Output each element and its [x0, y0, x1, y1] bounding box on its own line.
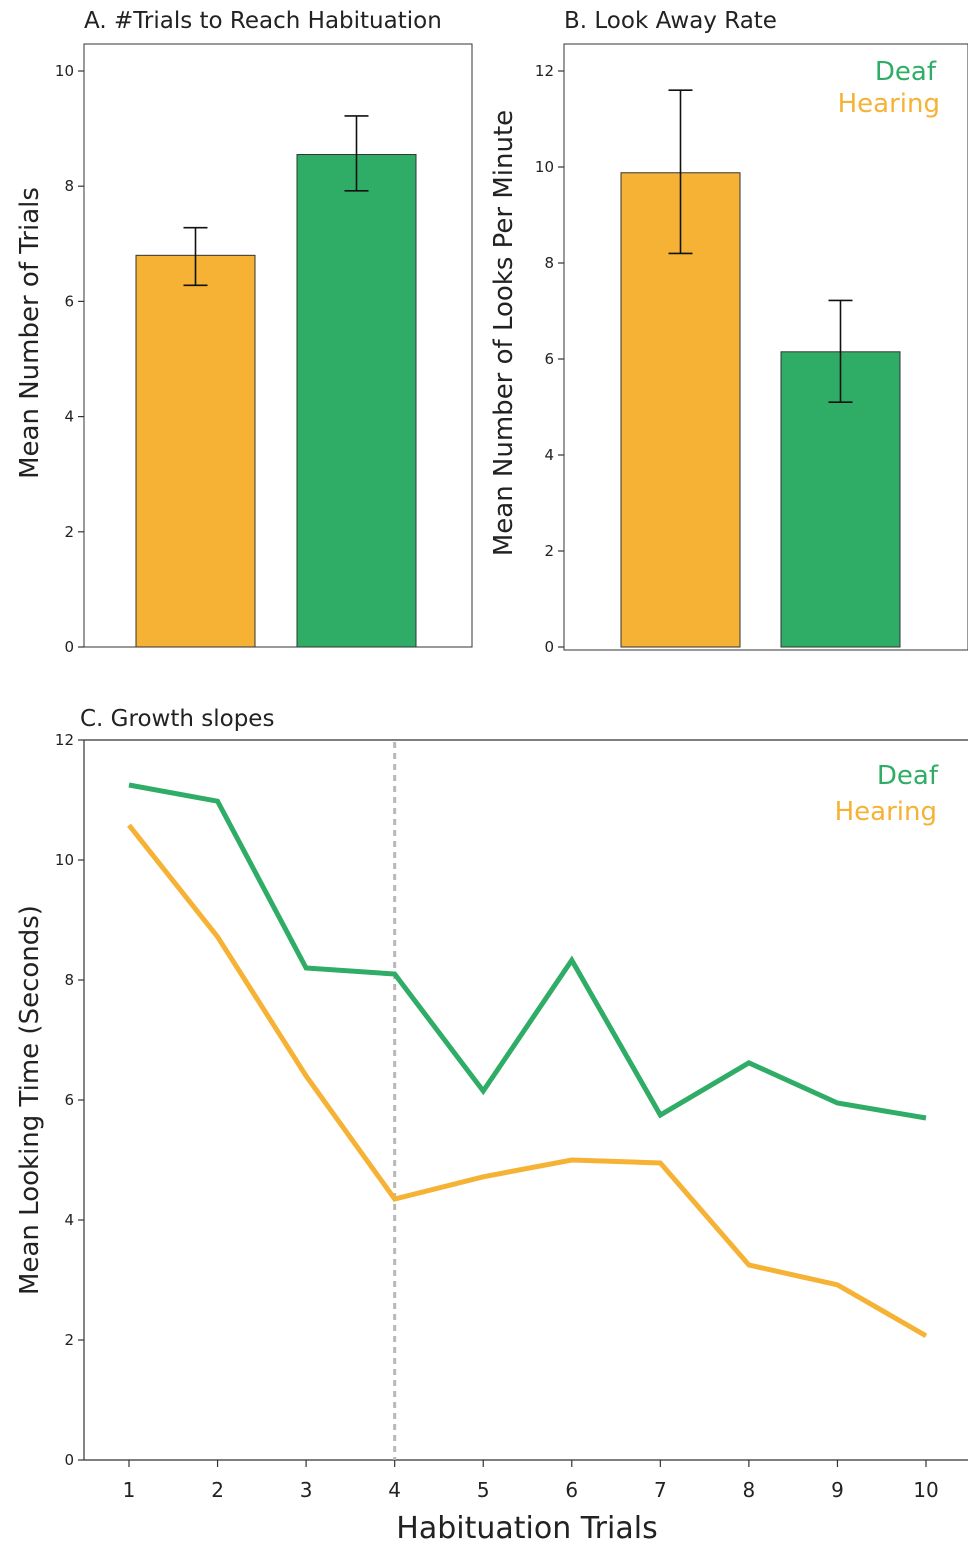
- panel-c-title: C. Growth slopes: [80, 706, 274, 732]
- panel-c-xtick-label: 2: [211, 1478, 224, 1502]
- panel-c-ytick-label: 12: [55, 731, 74, 749]
- panel-c-series-deaf: [128, 782, 927, 1121]
- panel-c-series-hearing: [127, 823, 928, 1338]
- panel-b-frame: [563, 43, 968, 651]
- panel-b-ytick-label: 8: [544, 254, 554, 272]
- panel-a: A. #Trials to Reach Habituation 0246810 …: [15, 8, 473, 656]
- panel-b-legend-deaf: Deaf: [875, 57, 937, 87]
- panel-b-bars: [620, 89, 901, 648]
- panel-c-legend-hearing: Hearing: [835, 797, 937, 827]
- panel-c-ytick-label: 2: [64, 1331, 74, 1349]
- panel-a-bar-deaf: [296, 154, 417, 648]
- panel-c-ytick-label: 0: [64, 1451, 74, 1469]
- panel-c-xtick-label: 1: [123, 1478, 136, 1502]
- panel-c-xtick-label: 8: [743, 1478, 756, 1502]
- panel-a-ytick-label: 0: [64, 638, 74, 656]
- panel-b-ytick-label: 4: [544, 446, 554, 464]
- panel-c-xtick-label: 9: [831, 1478, 844, 1502]
- panel-a-ytick-label: 4: [64, 408, 74, 426]
- panel-c-xtick-label: 10: [913, 1478, 938, 1502]
- panel-c-xtick-label: 6: [565, 1478, 578, 1502]
- panel-b-ytick-label: 0: [544, 638, 554, 656]
- panel-c-legend-deaf: Deaf: [877, 761, 939, 791]
- panel-c-ytick-label: 10: [55, 851, 74, 869]
- panel-b-y-label: Mean Number of Looks Per Minute: [489, 110, 519, 556]
- panel-c-lines: [127, 742, 928, 1460]
- panel-a-ytick-label: 2: [64, 523, 74, 541]
- panel-a-ytick-label: 6: [64, 292, 74, 310]
- panel-c-ytick-label: 6: [64, 1091, 74, 1109]
- panel-c-x-label: Habituation Trials: [396, 1511, 657, 1544]
- panel-a-frame: [83, 43, 473, 648]
- panel-b-ytick-label: 12: [535, 62, 554, 80]
- panel-b: B. Look Away Rate 0 2 4 6 8 10 12 Mean Number …: [489, 8, 968, 656]
- panel-c-xtick-label: 7: [654, 1478, 667, 1502]
- panel-c-xtick-label: 5: [477, 1478, 490, 1502]
- panel-a-bars: [135, 115, 417, 648]
- panel-b-ytick-label: 10: [535, 158, 554, 176]
- panel-b-title: B. Look Away Rate: [564, 8, 777, 34]
- panel-c-xtick-label: 3: [300, 1478, 313, 1502]
- panel-a-title: A. #Trials to Reach Habituation: [84, 8, 442, 34]
- panel-a-y-axis: 0 2 4 6 8 10: [55, 62, 84, 656]
- panel-b-ytick-label: 2: [544, 542, 554, 560]
- panel-a-ytick-label: 10: [55, 62, 74, 80]
- panel-b-y-axis: 0 2 4 6 8 10 12: [535, 62, 564, 656]
- panel-c-ytick-label: 4: [64, 1211, 74, 1229]
- panel-b-legend-hearing: Hearing: [838, 89, 940, 119]
- panel-c-ytick-label: 8: [64, 971, 74, 989]
- panel-a-ytick-label: 8: [64, 177, 74, 195]
- panel-c-xtick-label: 4: [388, 1478, 401, 1502]
- panel-a-bar-hearing: [135, 254, 256, 648]
- panel-c-y-label: Mean Looking Time (Seconds): [15, 905, 45, 1295]
- panel-a-y-label: Mean Number of Trials: [15, 187, 45, 479]
- panel-b-ytick-label: 6: [544, 350, 554, 368]
